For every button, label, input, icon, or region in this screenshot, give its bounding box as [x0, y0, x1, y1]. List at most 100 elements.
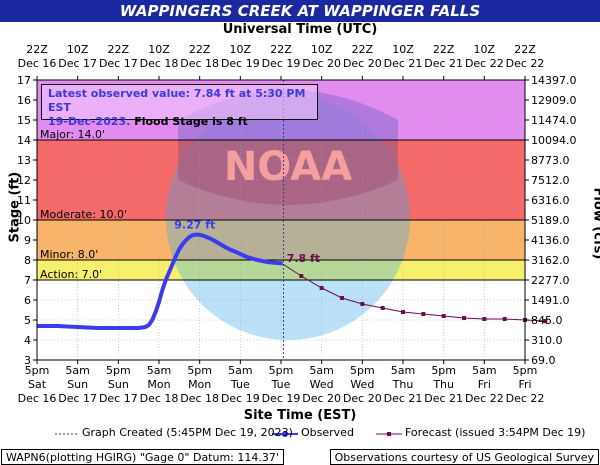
- est-tick-date: Dec 19: [262, 392, 301, 405]
- legend-marks: [55, 431, 402, 437]
- stage-tick-label: 11: [17, 194, 31, 207]
- stage-tick-label: 13: [17, 154, 31, 167]
- flow-tick-label: 14397.0: [531, 74, 577, 87]
- stage-label: Moderate: 10.0': [40, 208, 127, 221]
- legend-forecast: Forecast (issued 3:54PM Dec 19): [405, 426, 586, 439]
- est-tick-date: Dec 18: [180, 392, 219, 405]
- noaa-watermark: NOAA: [166, 90, 410, 340]
- utc-tick-time: 10Z: [67, 43, 89, 56]
- chart-title: WAPPINGERS CREEK AT WAPPINGER FALLS: [0, 0, 600, 22]
- utc-tick-date: Dec 20: [302, 57, 341, 70]
- stage-tick-label: 9: [24, 234, 31, 247]
- est-tick-day: Mon: [188, 378, 211, 391]
- est-tick-time: 5am: [65, 364, 89, 377]
- est-tick-day: Tue: [230, 378, 250, 391]
- utc-tick-date: Dec 20: [343, 57, 382, 70]
- utc-tick-time: 10Z: [392, 43, 414, 56]
- utc-tick-time: 22Z: [189, 43, 211, 56]
- forecast-point: [482, 317, 487, 321]
- latest-value-line2: 19-Dec-2023. Flood Stage is 8 ft: [48, 115, 311, 129]
- est-tick-day: Mon: [147, 378, 170, 391]
- est-tick-date: Dec 17: [99, 392, 138, 405]
- flow-tick-label: 8773.0: [531, 154, 570, 167]
- est-tick-time: 5am: [309, 364, 333, 377]
- forecast-point: [299, 274, 304, 278]
- stage-label: Action: 7.0': [40, 268, 102, 281]
- utc-tick-date: Dec 19: [262, 57, 301, 70]
- forecast-point: [319, 286, 324, 290]
- utc-tick-time: 10Z: [148, 43, 170, 56]
- est-tick-date: Dec 22: [506, 392, 545, 405]
- stage-tick-label: 5: [24, 314, 31, 327]
- forecast-points: [299, 274, 548, 323]
- est-tick-day: Sun: [108, 378, 129, 391]
- forecast-point: [421, 312, 426, 316]
- flow-tick-label: 1491.0: [531, 294, 570, 307]
- est-tick-time: 5pm: [431, 364, 456, 377]
- legend-observed: Observed: [301, 426, 354, 439]
- latest-value-box: Latest observed value: 7.84 ft at 5:30 P…: [41, 84, 318, 128]
- stage-label: Minor: 8.0': [40, 248, 98, 261]
- est-tick-day: Fri: [478, 378, 491, 391]
- flow-tick-label: 69.0: [531, 354, 556, 367]
- utc-tick-time: 10Z: [474, 43, 496, 56]
- est-tick-day: Wed: [350, 378, 374, 391]
- forecast-point: [340, 296, 344, 300]
- legend-forecast-dot: [387, 432, 391, 436]
- forecast-point: [360, 302, 365, 306]
- datum-footer: WAPN6(plotting HGIRG) "Gage 0" Datum: 11…: [1, 449, 284, 465]
- est-tick-day: Thu: [432, 378, 454, 391]
- stage-tick-label: 16: [17, 94, 31, 107]
- stage-tick-label: 6: [24, 294, 31, 307]
- flow-tick-label: 5189.0: [531, 214, 570, 227]
- stage-tick-label: 15: [17, 114, 31, 127]
- est-axis-title: Site Time (EST): [243, 408, 357, 423]
- stage-tick-labels: 3 4 5 6 7 8 9 10 11 12 13 14 15 16 17: [17, 74, 37, 367]
- stage-tick-label: 3: [24, 354, 31, 367]
- stage-tick-label: 17: [17, 74, 31, 87]
- stage-tick-label: 12: [17, 174, 31, 187]
- value-annotation: 7.8 ft: [287, 252, 320, 265]
- est-tick-date: Dec 22: [465, 392, 504, 405]
- est-tick-time: 5pm: [269, 364, 294, 377]
- est-tick-time: 5am: [472, 364, 496, 377]
- forecast-point: [543, 319, 548, 323]
- forecast-series-line: [282, 263, 546, 322]
- flow-tick-label: 2277.0: [531, 274, 570, 287]
- est-tick-day: Wed: [310, 378, 334, 391]
- est-tick-date: Dec 16: [18, 392, 57, 405]
- utc-tick-date: Dec 22: [465, 57, 504, 70]
- stage-tick-label: 7: [24, 274, 31, 287]
- stage-tick-label: 10: [17, 214, 31, 227]
- est-tick-date: Dec 19: [221, 392, 260, 405]
- legend-observed-dot: [282, 431, 288, 437]
- utc-tick-time: 22Z: [26, 43, 48, 56]
- utc-tick-date: Dec 19: [221, 57, 260, 70]
- flood-stage-note: Flood Stage is 8 ft: [134, 115, 248, 128]
- est-tick-time: 5am: [147, 364, 171, 377]
- flow-tick-label: 7512.0: [531, 174, 570, 187]
- flow-tick-label: 3162.0: [531, 254, 570, 267]
- flow-tick-label: 10094.0: [531, 134, 577, 147]
- value-annotations: 9.27 ft 7.8 ft: [174, 219, 320, 265]
- utc-tick-time: 10Z: [230, 43, 252, 56]
- utc-tick-date: Dec 21: [384, 57, 423, 70]
- est-tick-day: Fri: [518, 378, 531, 391]
- est-tick-time: 5am: [228, 364, 252, 377]
- utc-tick-time: 22Z: [514, 43, 536, 56]
- forecast-point: [462, 316, 466, 320]
- utc-tick-date: Dec 18: [180, 57, 219, 70]
- latest-value-date: 19-Dec-2023.: [48, 115, 131, 128]
- forecast-point: [441, 314, 446, 318]
- est-tick-time: 5pm: [25, 364, 50, 377]
- flow-tick-label: 310.0: [531, 334, 563, 347]
- observed-series-line: [37, 232, 283, 330]
- est-tick-time: 5pm: [513, 364, 538, 377]
- est-tick-date: Dec 21: [424, 392, 463, 405]
- utc-tick-date: Dec 21: [424, 57, 463, 70]
- utc-tick-time: 22Z: [108, 43, 130, 56]
- utc-tick-time: 22Z: [433, 43, 455, 56]
